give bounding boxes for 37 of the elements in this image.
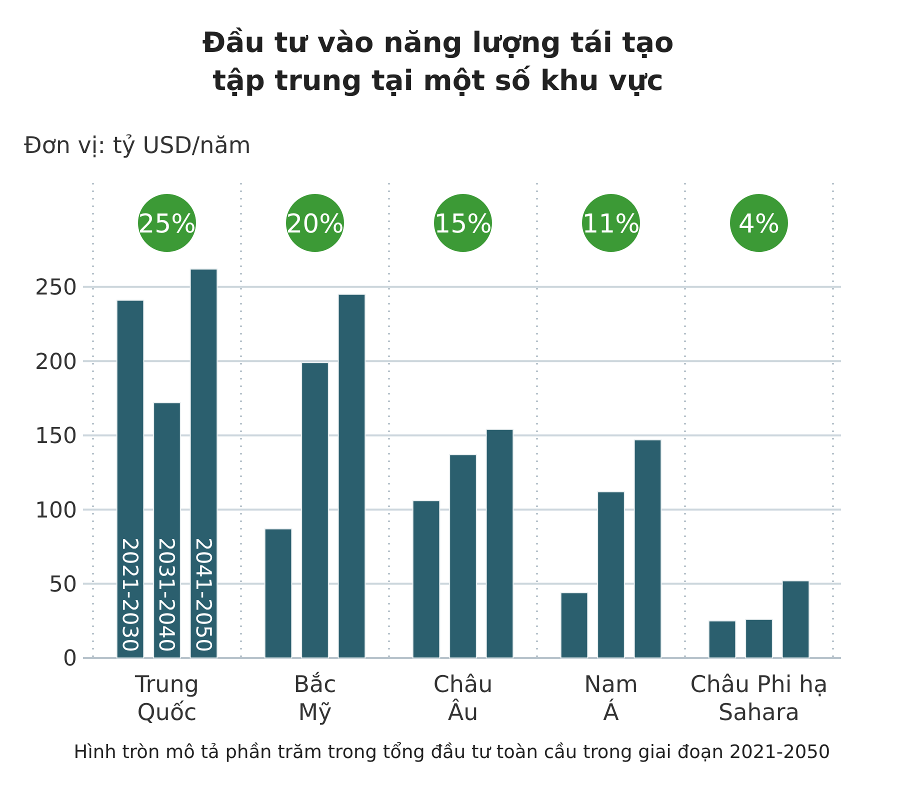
bar [449, 454, 477, 658]
annotation: 4% [738, 209, 780, 240]
y-tick-label: 150 [35, 424, 77, 450]
annotation: 15% [434, 209, 492, 240]
bar [560, 592, 588, 658]
bar [116, 300, 144, 658]
bar [782, 580, 810, 658]
bar [153, 402, 181, 658]
x-tick-label: Nam Á [584, 672, 638, 726]
bar [745, 618, 773, 658]
bar [301, 362, 329, 658]
y-tick-label: 200 [35, 350, 77, 375]
y-tick-label: 100 [35, 498, 77, 524]
y-tick-label: 0 [63, 646, 77, 672]
bar [190, 268, 218, 658]
annotation: 25% [138, 209, 196, 240]
text: Hình tròn mô tả phần trăm trong tổng đầu tư toàn cầu trong giai đoạn 2021-2050 [74, 742, 830, 763]
x-tick-label: Bắc Mỹ [294, 671, 336, 726]
bar [264, 528, 292, 658]
series-label: 2041-2050 [191, 538, 216, 652]
y-tick-label: 250 [35, 276, 77, 301]
x-tick-label: Châu Âu [433, 672, 493, 726]
bar [597, 491, 625, 658]
bar [634, 439, 662, 658]
chart-title: Đầu tư vào năng lượng tái tạo tập trung tại một số khu vực [202, 26, 674, 97]
annotation: 11% [582, 209, 640, 240]
x-tick-label: Châu Phi hạ Sahara [690, 672, 828, 726]
series-label: 2031-2040 [154, 538, 179, 652]
y-tick-label: 50 [49, 572, 77, 598]
chart-subtitle: Đơn vị: tỷ USD/năm [24, 133, 251, 159]
bar [708, 620, 736, 658]
series-label: 2021-2030 [118, 538, 142, 652]
bar [486, 428, 514, 658]
annotation: 20% [286, 209, 344, 240]
bar [412, 500, 440, 658]
bar [338, 294, 366, 658]
x-tick-label: Trung Quốc [134, 672, 199, 726]
